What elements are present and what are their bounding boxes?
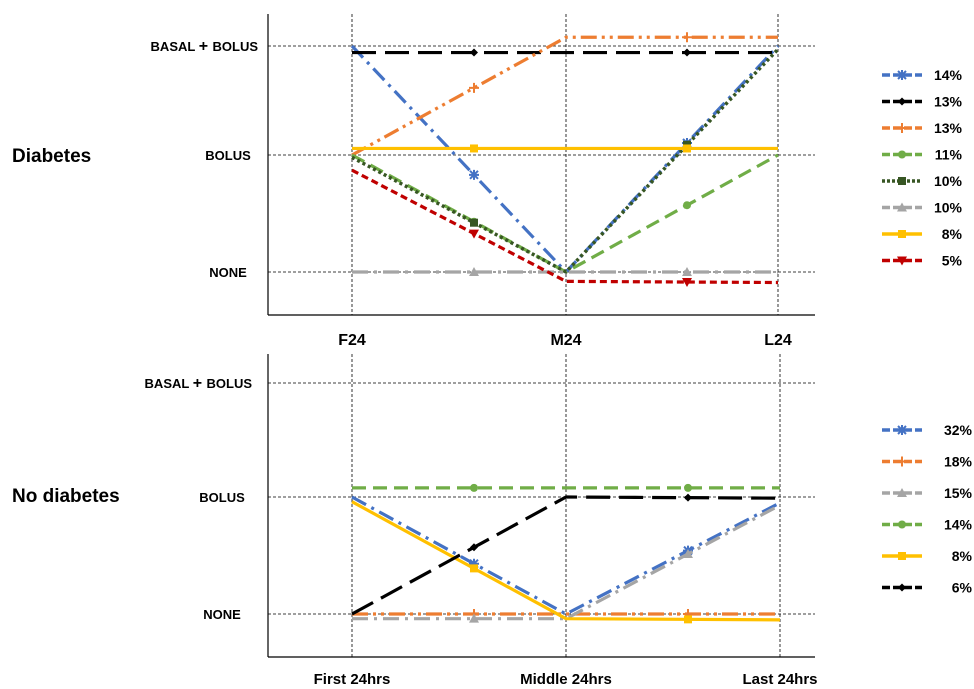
panel-1-label: Diabetes xyxy=(12,146,91,167)
panel-2-legend-marker xyxy=(898,520,906,529)
panel-1-series-marker xyxy=(683,144,691,153)
panel-2-legend-label: 18% xyxy=(944,454,973,470)
panel-1-level-label: BASAL + BOLUS xyxy=(151,38,259,55)
panel-1-category-label: M24 xyxy=(550,332,581,349)
panel-1-legend-marker xyxy=(897,70,907,80)
panel-1-level-label: NONE xyxy=(209,265,247,280)
panel-1-legend-marker xyxy=(897,202,907,212)
panel-1-legend-marker xyxy=(897,256,907,266)
panel-2-legend-marker xyxy=(897,488,907,497)
panel-2-series-line xyxy=(352,503,781,621)
panel-2-legend-marker xyxy=(898,552,906,560)
panel-1-series-marker xyxy=(469,82,479,93)
panel-1-legend-marker xyxy=(898,230,906,238)
panel-1-series-marker xyxy=(682,267,692,276)
panel-1-series-marker xyxy=(470,218,478,227)
panel-2-legend-label: 32% xyxy=(944,422,973,438)
panel-2-level-label: NONE xyxy=(203,607,241,622)
panel-1-level-label: BOLUS xyxy=(205,148,251,163)
panel-2-legend-marker xyxy=(897,456,907,467)
panel-1-series-marker xyxy=(682,32,692,43)
panel-1-legend-label: 8% xyxy=(942,226,963,242)
panel-2-legend-label: 8% xyxy=(952,548,973,564)
panel-1-legend-label: 13% xyxy=(934,120,963,136)
panel-2-category-label: First 24hrs xyxy=(314,671,391,688)
panel-2-category-label: Last 24hrs xyxy=(742,671,817,688)
panel-2-legend-label: 6% xyxy=(952,580,973,596)
panel-2-series-marker xyxy=(684,615,692,624)
panel-1-series-marker xyxy=(469,229,479,239)
panel-1-series-line xyxy=(351,48,780,274)
panel-2-series-marker xyxy=(683,548,693,558)
panel-1-series-marker xyxy=(683,201,691,210)
panel-1-legend-label: 14% xyxy=(934,67,963,83)
panel-2-legend-label: 15% xyxy=(944,485,973,501)
panel-1-legend-marker xyxy=(897,123,907,133)
panel-1-legend-label: 10% xyxy=(934,200,963,216)
panel-2-label: No diabetes xyxy=(12,486,120,507)
panel-1-series-marker xyxy=(470,48,478,57)
panel-1-series-marker xyxy=(683,48,691,57)
panel-2-series-line xyxy=(351,500,781,622)
panel-2-series-marker xyxy=(470,564,478,573)
panel-2-level-label: BASAL + BOLUS xyxy=(145,375,253,392)
panel-2-legend-label: 14% xyxy=(944,517,973,533)
panel-2-series-line xyxy=(351,495,781,616)
panel-2-series-marker xyxy=(469,558,479,569)
panel-1-series-marker xyxy=(682,278,692,288)
panel-2-series-line xyxy=(351,495,781,616)
panel-1-legend-label: 5% xyxy=(942,253,963,269)
panel-2-series-marker xyxy=(684,483,692,492)
panel-1-series-marker xyxy=(469,169,479,180)
panel-2-level-label: BOLUS xyxy=(199,490,245,505)
panel-1-series-line xyxy=(350,44,780,274)
panel-1-legend-marker xyxy=(898,97,906,106)
panel-1-legend-marker xyxy=(898,150,906,159)
panel-1-legend-label: 10% xyxy=(934,173,963,189)
panel-2-category-label: Middle 24hrs xyxy=(520,671,612,688)
panel-2-series-marker xyxy=(684,493,692,502)
panel-1-legend-marker xyxy=(898,177,906,185)
panel-1-series-line xyxy=(351,153,779,274)
panel-1-legend-label: 11% xyxy=(935,147,963,163)
panel-2-series-marker xyxy=(470,483,478,492)
panel-2-series-marker xyxy=(469,613,479,623)
panel-1-series-marker xyxy=(469,267,479,276)
panel-2-legend-marker xyxy=(898,583,906,592)
panel-1-category-label: L24 xyxy=(764,332,792,349)
panel-1-series-line xyxy=(351,35,778,157)
panel-1-series-line xyxy=(351,168,779,285)
panel-1-legend-label: 13% xyxy=(934,94,963,110)
panel-1-category-label: F24 xyxy=(338,332,366,349)
panel-2-series-marker xyxy=(470,543,478,552)
panel-2-legend-marker xyxy=(897,425,907,435)
panel-1-series-marker xyxy=(470,144,478,153)
